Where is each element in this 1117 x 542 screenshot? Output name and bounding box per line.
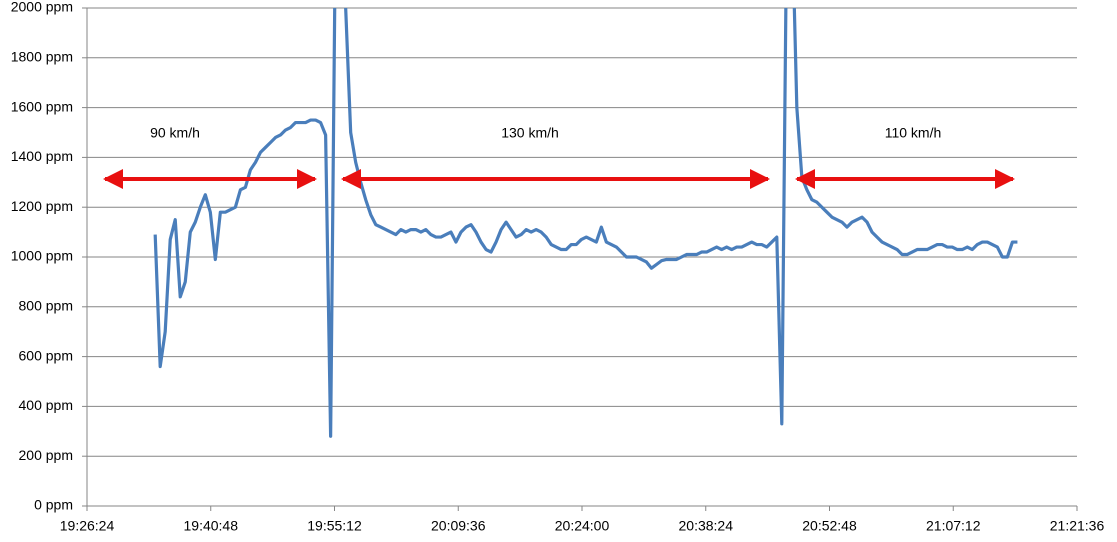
y-tick-label: 0 ppm: [34, 497, 73, 513]
annotation-label: 130 km/h: [501, 125, 559, 141]
plot-area: [153, 8, 1018, 438]
y-tick-label: 600 ppm: [19, 347, 73, 363]
y-tick-label: 1400 ppm: [11, 148, 73, 164]
line-series: [153, 8, 1018, 438]
y-tick-label: 800 ppm: [19, 298, 73, 314]
x-tick-label: 20:09:36: [431, 518, 486, 534]
x-tick-label: 21:21:36: [1050, 518, 1105, 534]
y-tick-label: 1600 ppm: [11, 98, 73, 114]
x-tick-label: 19:55:12: [307, 518, 362, 534]
y-tick-label: 400 ppm: [19, 397, 73, 413]
x-tick-label: 19:40:48: [184, 518, 239, 534]
y-tick-label: 1200 ppm: [11, 198, 73, 214]
x-tick-label: 20:52:48: [802, 518, 857, 534]
y-tick-label: 1000 ppm: [11, 248, 73, 264]
x-tick-label: 20:38:24: [679, 518, 734, 534]
x-tick-label: 20:24:00: [555, 518, 610, 534]
y-tick-label: 200 ppm: [19, 447, 73, 463]
y-tick-label: 2000 ppm: [11, 0, 73, 15]
annotation-label: 90 km/h: [150, 125, 200, 141]
x-tick-label: 19:26:24: [60, 518, 115, 534]
x-tick-label: 21:07:12: [926, 518, 981, 534]
y-tick-label: 1800 ppm: [11, 49, 73, 65]
annotation-label: 110 km/h: [885, 125, 942, 141]
